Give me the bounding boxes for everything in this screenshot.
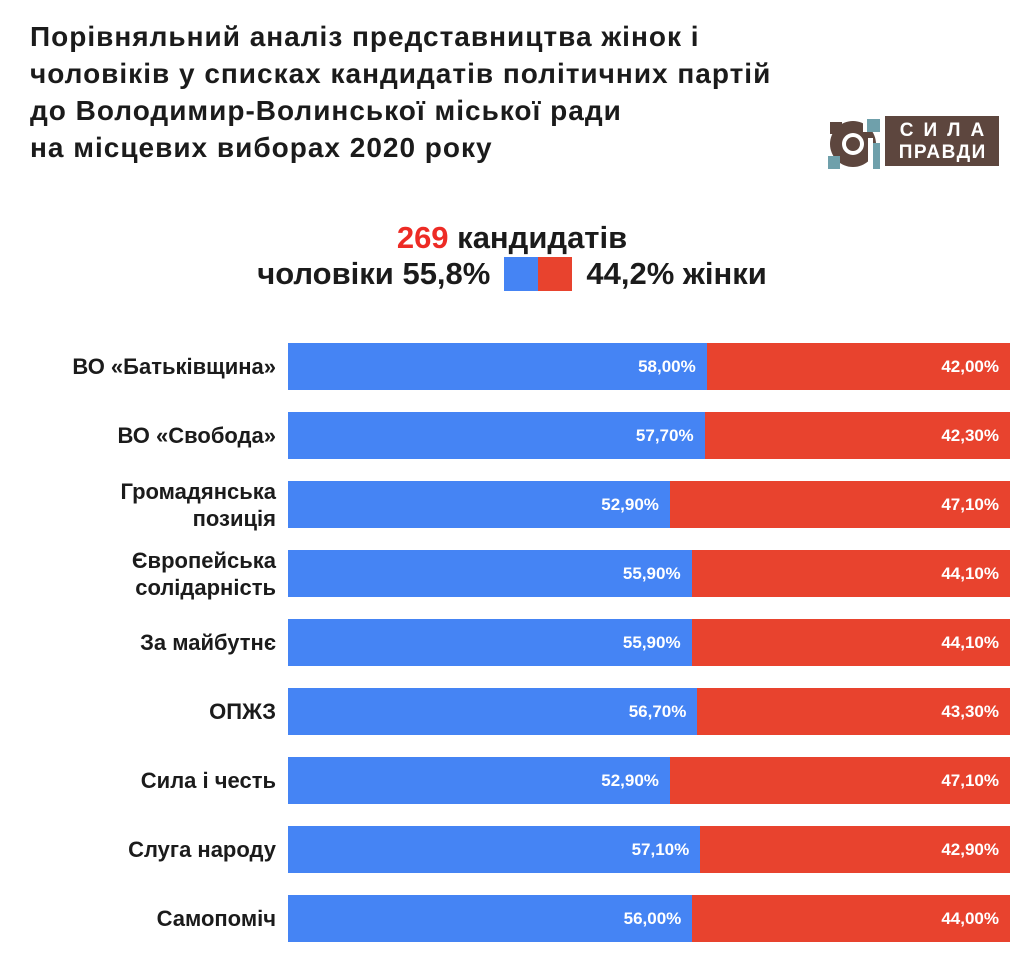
party-label-line: Слуга народу [128, 837, 276, 862]
stacked-bar: 57,70% 42,30% [288, 412, 1010, 459]
candidates-total: 269 кандидатів [0, 220, 1024, 256]
chart-row: Громадянська позиція 52,90% 47,10% [0, 478, 1010, 550]
men-bar-segment: 57,70% [288, 412, 705, 459]
party-label-line: Європейська [131, 547, 276, 573]
party-label-line: За майбутнє [140, 630, 276, 655]
legend-men-word: чоловіки [257, 256, 394, 291]
legend-women-label: 44,2% жінки [586, 256, 766, 292]
candidates-count: 269 [396, 220, 449, 255]
men-bar-segment: 52,90% [288, 481, 670, 528]
party-label: ВО «Батьківщина» [0, 343, 276, 390]
men-value-label: 52,90% [601, 494, 659, 514]
men-bar-segment: 56,00% [288, 895, 693, 942]
title-line-3: до Володимир-Волинської міської ради [30, 95, 622, 126]
stacked-bar: 55,90% 44,10% [288, 550, 1010, 597]
women-bar-segment: 44,10% [691, 619, 1010, 666]
legend: чоловіки 55,8% 44,2% жінки [0, 256, 1024, 292]
men-bar-segment: 55,90% [288, 619, 692, 666]
logo: СИЛА ПРАВДИ [827, 116, 999, 170]
party-label-line: Сила і честь [140, 768, 276, 793]
legend-women-swatch [538, 257, 573, 291]
men-bar-segment: 56,70% [288, 688, 698, 735]
chart-row: Європейська солідарність 55,90% 44,10% [0, 547, 1010, 619]
men-value-label: 58,00% [638, 356, 696, 376]
men-value-label: 56,00% [623, 908, 682, 928]
chart-row: За майбутнє 55,90% 44,10% [0, 619, 1010, 688]
legend-men-swatch [504, 257, 539, 291]
chart-row: ОПЖЗ 56,70% 43,30% [0, 688, 1010, 757]
stacked-bar: 52,90% 47,10% [288, 481, 1010, 528]
party-label: ОПЖЗ [0, 688, 276, 735]
women-value-label: 44,00% [941, 908, 999, 928]
stacked-bar: 52,90% 47,10% [288, 757, 1010, 804]
logo-wordmark-line-2: ПРАВДИ [898, 142, 987, 163]
chart-row: Слуга народу 57,10% 42,90% [0, 826, 1010, 895]
men-bar-segment: 52,90% [288, 757, 670, 804]
party-label-line: ВО «Свобода» [117, 423, 276, 448]
men-value-label: 55,90% [622, 563, 681, 583]
women-value-label: 43,30% [941, 701, 999, 721]
party-label-line: Самопоміч [156, 906, 276, 931]
stacked-bar: 56,00% 44,00% [288, 895, 1010, 942]
legend-men-percent: 55,8% [402, 256, 491, 291]
title-line-2: чоловіків у списках кандидатів політични… [30, 58, 772, 89]
legend-women-percent: 44,2% [586, 256, 675, 291]
chart-row: ВО «Батьківщина» 58,00% 42,00% [0, 343, 1010, 412]
party-label: Сила і честь [0, 757, 276, 804]
stacked-bar-chart: ВО «Батьківщина» 58,00% 42,00% ВО «Свобо… [0, 343, 1010, 960]
party-label: За майбутнє [0, 619, 276, 666]
title-line-4: на місцевих виборах 2020 року [30, 132, 493, 163]
women-bar-segment: 43,30% [697, 688, 1010, 735]
women-bar-segment: 44,10% [691, 550, 1010, 597]
women-value-label: 47,10% [941, 770, 999, 790]
women-value-label: 42,00% [941, 356, 999, 376]
men-value-label: 55,90% [622, 632, 681, 652]
title-line-1: Порівняльний аналіз представництва жінок… [30, 21, 700, 52]
legend-women-word: жінки [682, 256, 767, 291]
legend-swatches [504, 257, 573, 291]
chart-row: ВО «Свобода» 57,70% 42,30% [0, 412, 1010, 481]
men-bar-segment: 58,00% [288, 343, 707, 390]
men-value-label: 52,90% [601, 770, 659, 790]
party-label-line: солідарність [135, 574, 276, 600]
party-label-line: ОПЖЗ [209, 699, 276, 724]
chart-row: Сила і честь 52,90% 47,10% [0, 757, 1010, 826]
men-value-label: 57,10% [631, 839, 690, 859]
men-value-label: 57,70% [635, 425, 694, 445]
party-label: Слуга народу [0, 826, 276, 873]
party-label: Громадянська позиція [0, 478, 276, 531]
women-value-label: 42,30% [941, 425, 999, 445]
party-label: ВО «Свобода» [0, 412, 276, 459]
stacked-bar: 55,90% 44,10% [288, 619, 1010, 666]
candidates-suffix: кандидатів [448, 220, 628, 255]
stacked-bar: 57,10% 42,90% [288, 826, 1010, 873]
logo-wordmark-line-1: СИЛА [899, 120, 995, 141]
men-bar-segment: 55,90% [288, 550, 692, 597]
chart-row: Самопоміч 56,00% 44,00% [0, 895, 1010, 960]
women-bar-segment: 42,90% [700, 826, 1010, 873]
women-bar-segment: 47,10% [669, 757, 1010, 804]
party-label-line: Громадянська [120, 478, 276, 504]
party-label-line: ВО «Батьківщина» [72, 354, 276, 379]
legend-men-label: чоловіки 55,8% [257, 256, 490, 292]
party-label-line: позиція [192, 505, 276, 531]
women-bar-segment: 42,30% [704, 412, 1010, 459]
women-value-label: 44,10% [941, 632, 999, 652]
women-value-label: 47,10% [941, 494, 999, 514]
men-value-label: 56,70% [628, 701, 687, 721]
logo-wordmark: СИЛА ПРАВДИ [885, 116, 999, 166]
stacked-bar: 58,00% 42,00% [288, 343, 1010, 390]
party-label: Самопоміч [0, 895, 276, 942]
page-title: Порівняльний аналіз представництва жінок… [30, 18, 771, 166]
women-value-label: 44,10% [941, 563, 999, 583]
logo-aperture-icon [828, 118, 880, 169]
women-bar-segment: 42,00% [706, 343, 1010, 390]
women-value-label: 42,90% [941, 839, 999, 859]
women-bar-segment: 47,10% [669, 481, 1010, 528]
stacked-bar: 56,70% 43,30% [288, 688, 1010, 735]
women-bar-segment: 44,00% [692, 895, 1010, 942]
men-bar-segment: 57,10% [288, 826, 701, 873]
party-label: Європейська солідарність [0, 547, 276, 600]
